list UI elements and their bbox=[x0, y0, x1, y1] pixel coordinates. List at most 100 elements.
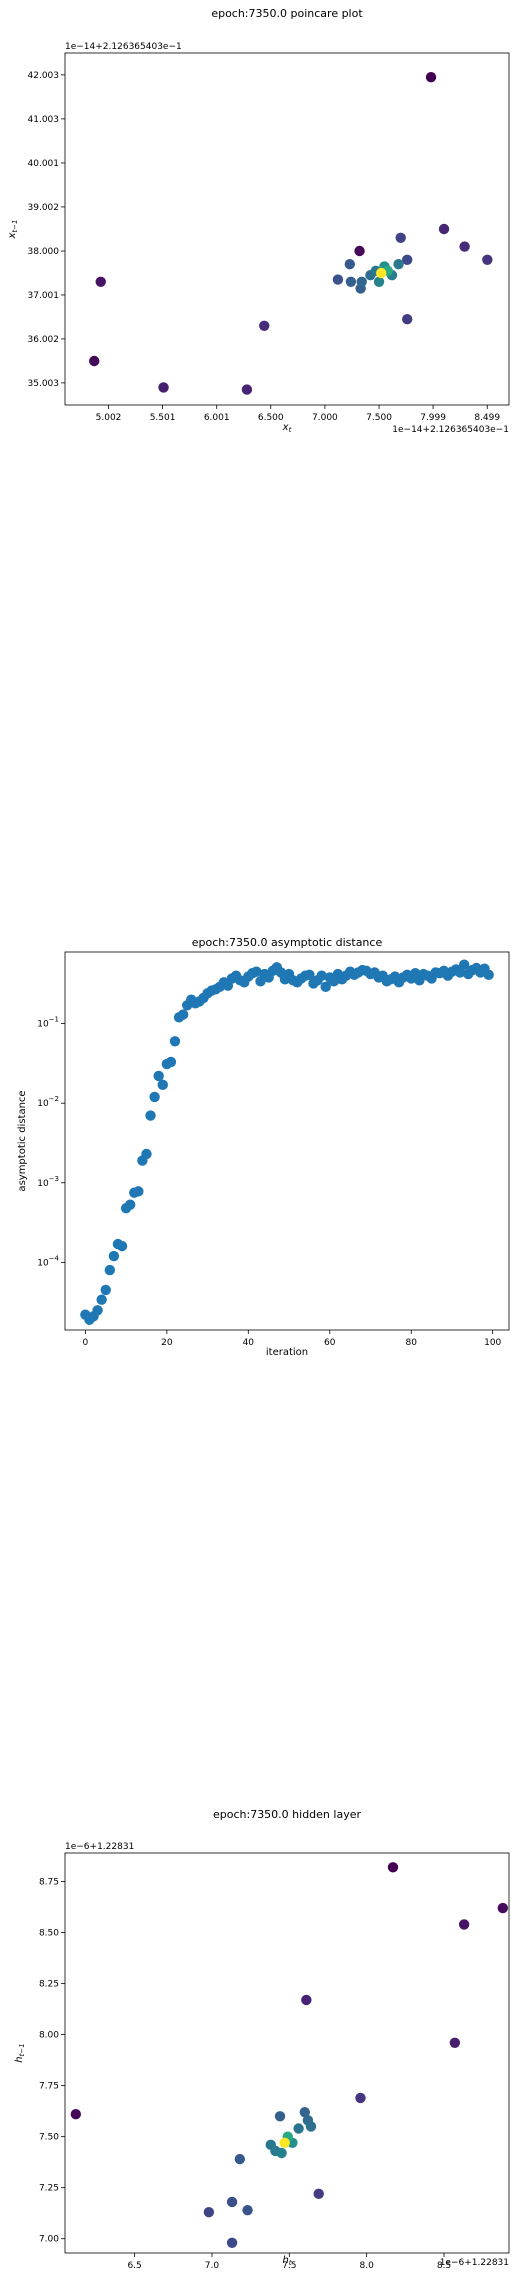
x-tick-label: 6.500 bbox=[258, 413, 284, 423]
distance-point bbox=[177, 1009, 189, 1020]
distance-point bbox=[304, 969, 315, 981]
distance-point bbox=[483, 969, 494, 981]
x-tick-label: 80 bbox=[406, 1338, 418, 1348]
asymptotic-points bbox=[80, 959, 494, 1325]
distance-point bbox=[92, 1305, 103, 1316]
scatter-point bbox=[354, 245, 365, 257]
scatter-point bbox=[70, 2109, 82, 2120]
y-tick-label: 7.75 bbox=[39, 2082, 59, 2092]
scatter-point bbox=[449, 2037, 461, 2048]
x-tick-label: 6.001 bbox=[204, 413, 230, 423]
scatter-point bbox=[226, 2196, 238, 2208]
distance-point bbox=[96, 1294, 107, 1305]
scatter-point bbox=[459, 241, 470, 252]
y-tick-label: 8.75 bbox=[39, 1878, 59, 1888]
scatter-point bbox=[458, 1919, 470, 1930]
y-tick-label: 36.002 bbox=[28, 335, 60, 345]
poincare-plot-area bbox=[64, 52, 510, 406]
scatter-point bbox=[305, 2121, 317, 2132]
asymptotic-distance-panel: epoch:7350.0 asymptotic distance 0 20 40 60… bbox=[17, 936, 510, 1358]
distance-point bbox=[458, 959, 470, 970]
asymptotic-distance-title: epoch:7350.0 asymptotic distance bbox=[192, 936, 383, 949]
scatter-point bbox=[395, 232, 406, 243]
asymptotic-y-label: asymptotic distance bbox=[17, 1090, 28, 1191]
scatter-point bbox=[376, 267, 387, 279]
y-tick-label: 35.003 bbox=[28, 379, 60, 389]
distance-point bbox=[149, 1091, 160, 1103]
x-tick-label: 8.0 bbox=[360, 2261, 375, 2269]
y-tick-label: 39.002 bbox=[28, 203, 60, 213]
y-tick-label: 8.50 bbox=[39, 1929, 59, 1939]
scatter-point bbox=[234, 2153, 246, 2165]
hidden-axis-ticks: 6.5 7.0 7.5 8.0 8.5 7.00 7.25 7.50 7.75 8.00 8.25 8… bbox=[39, 1878, 451, 2271]
y-tick-label: 10−2 bbox=[37, 1095, 59, 1109]
distance-point bbox=[141, 1148, 152, 1160]
scatter-point bbox=[344, 259, 356, 270]
distance-point bbox=[316, 970, 327, 981]
y-tick-label: 7.50 bbox=[39, 2133, 59, 2143]
x-tick-label: 7.5 bbox=[282, 2261, 296, 2269]
hidden-offset-x-label: 1e−6+1.22831 bbox=[440, 2258, 509, 2268]
scatter-point bbox=[387, 1862, 399, 1873]
scatter-point bbox=[276, 2147, 287, 2159]
y-tick-label: 42.003 bbox=[28, 71, 60, 81]
x-tick-label: 0 bbox=[82, 1338, 88, 1348]
distance-point bbox=[145, 1110, 156, 1121]
scatter-point bbox=[355, 2092, 366, 2104]
distance-point bbox=[320, 981, 331, 993]
poincare-offset-x-label: 1e−14+2.126365403e−1 bbox=[392, 425, 509, 435]
x-tick-label: 60 bbox=[324, 1338, 336, 1348]
scatter-point bbox=[332, 274, 344, 285]
scatter-point bbox=[203, 2206, 215, 2218]
scatter-point bbox=[242, 2204, 253, 2216]
scatter-point bbox=[279, 2137, 290, 2148]
x-tick-label: 8.5 bbox=[437, 2261, 451, 2269]
scatter-point bbox=[299, 2106, 310, 2118]
scatter-point bbox=[373, 276, 385, 287]
scatter-point bbox=[482, 254, 493, 265]
y-tick-label: 10−3 bbox=[37, 1175, 59, 1189]
distance-point bbox=[104, 1264, 116, 1276]
scatter-point bbox=[345, 276, 357, 287]
y-tick-label: 7.25 bbox=[39, 2184, 59, 2194]
scatter-point bbox=[393, 259, 404, 270]
y-tick-label: 7.00 bbox=[39, 2235, 59, 2245]
x-tick-label: 6.5 bbox=[127, 2261, 141, 2269]
x-tick-label: 7.500 bbox=[366, 413, 392, 423]
y-tick-label: 41.003 bbox=[28, 115, 60, 125]
distance-point bbox=[100, 1284, 111, 1296]
scatter-point bbox=[438, 223, 450, 235]
poincare-points bbox=[89, 72, 493, 395]
x-tick-label: 100 bbox=[484, 1338, 501, 1348]
scatter-point bbox=[356, 276, 367, 287]
x-tick-label: 7.999 bbox=[420, 413, 446, 423]
asymptotic-axis-ticks: 0 20 40 60 80 100 10−4 10−3 10−2 10−1 bbox=[37, 1016, 501, 1348]
scatter-point bbox=[89, 355, 100, 367]
x-tick-label: 20 bbox=[161, 1338, 173, 1348]
x-tick-label: 7.000 bbox=[312, 413, 338, 423]
scatter-point bbox=[241, 384, 253, 395]
asymptotic-plot-area bbox=[64, 951, 510, 1331]
distance-point bbox=[157, 1079, 168, 1091]
distance-point bbox=[153, 1070, 164, 1082]
y-tick-label: 8.25 bbox=[39, 1980, 59, 1990]
y-tick-label: 10−1 bbox=[37, 1016, 59, 1030]
distance-point bbox=[251, 966, 262, 977]
scatter-point bbox=[402, 254, 413, 265]
scatter-point bbox=[226, 2237, 238, 2248]
scatter-point bbox=[301, 1994, 312, 2006]
poincare-offset-y-label: 1e−14+2.126365403e−1 bbox=[65, 42, 182, 52]
hidden-points bbox=[70, 1862, 509, 2248]
scatter-point bbox=[158, 382, 169, 393]
hidden-x-label: ht bbox=[282, 2255, 291, 2267]
hidden-layer-title: epoch:7350.0 hidden layer bbox=[213, 1808, 361, 1821]
scatter-point bbox=[402, 314, 413, 325]
poincare-x-label: xt bbox=[282, 422, 292, 434]
y-tick-label: 37.001 bbox=[28, 291, 60, 301]
distance-point bbox=[108, 1250, 120, 1262]
x-tick-label: 40 bbox=[243, 1338, 255, 1348]
scatter-point bbox=[293, 2123, 304, 2134]
asymptotic-x-label: iteration bbox=[266, 1347, 308, 1358]
x-tick-label: 7.0 bbox=[205, 2261, 220, 2269]
